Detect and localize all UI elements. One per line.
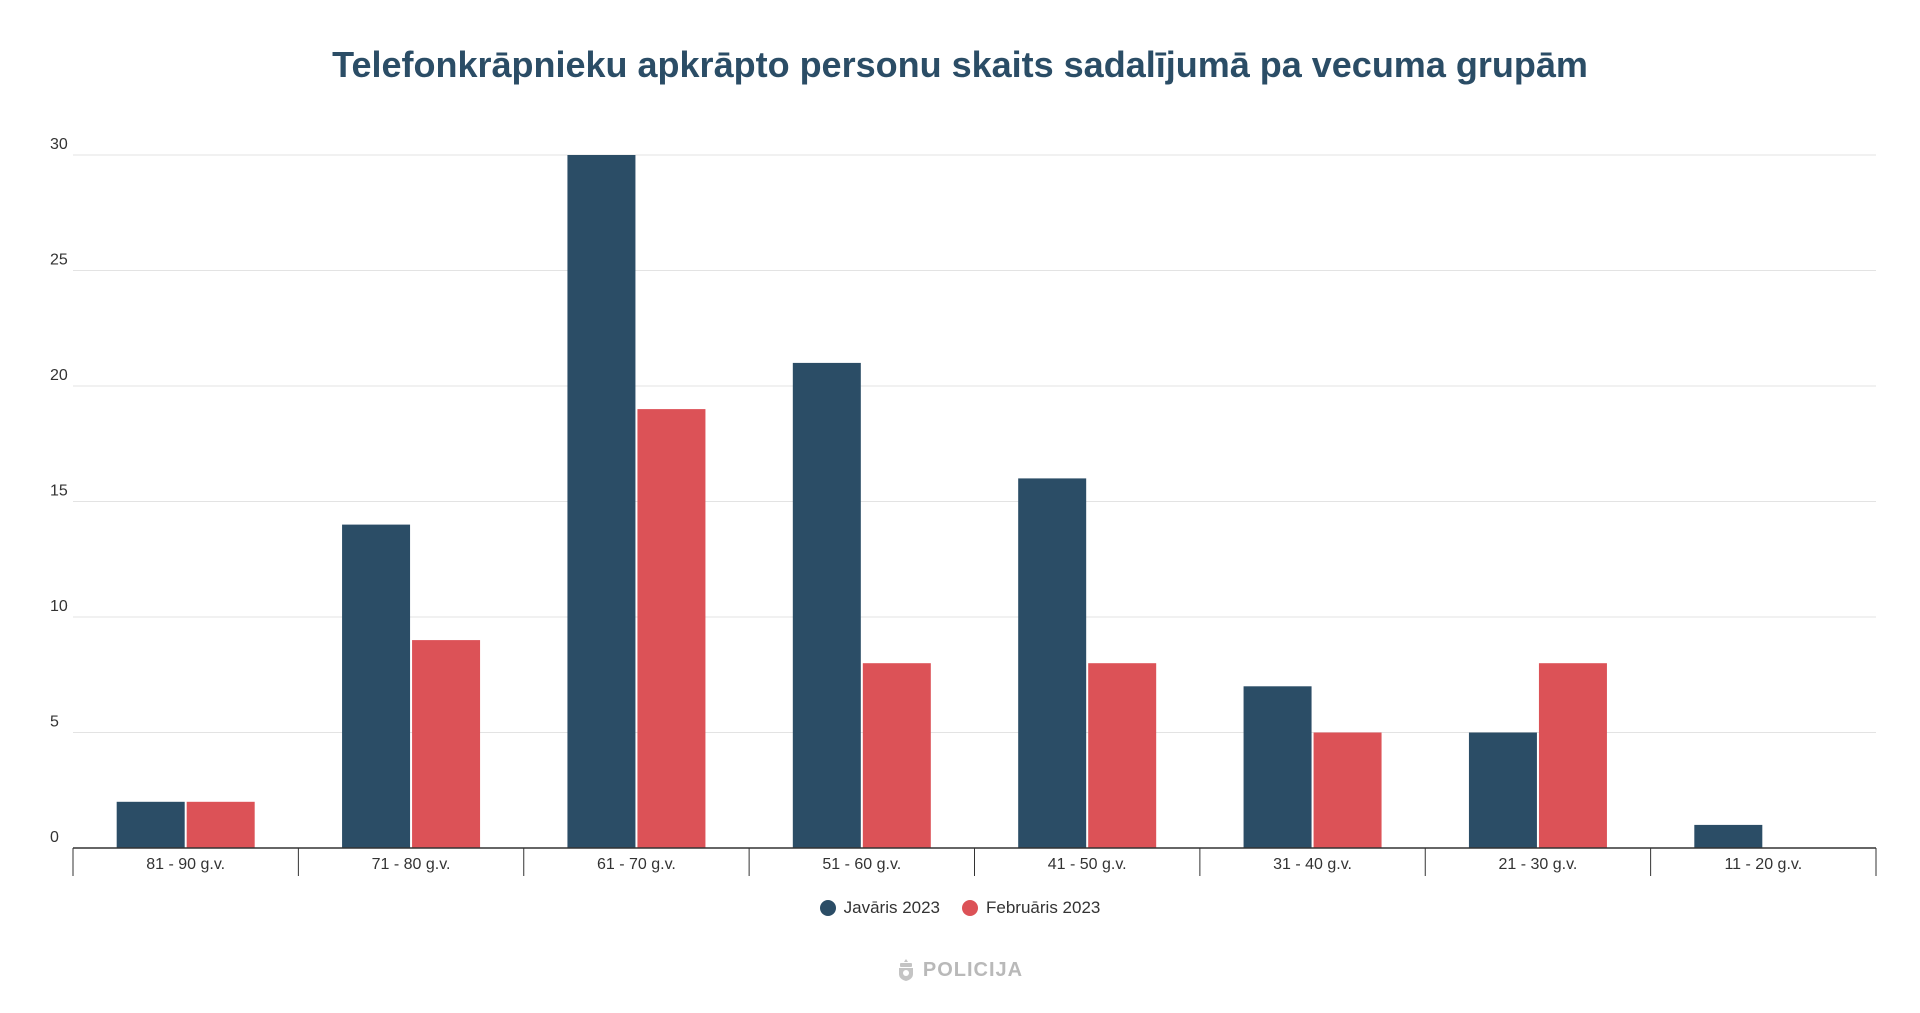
y-tick-label: 10 bbox=[50, 598, 68, 615]
bar-january bbox=[1243, 686, 1312, 848]
legend-dot-january bbox=[819, 900, 836, 916]
bar-january bbox=[1694, 824, 1763, 848]
y-tick-label: 0 bbox=[50, 829, 59, 846]
bar-february bbox=[637, 409, 706, 848]
bar-january bbox=[116, 801, 185, 848]
legend-item-january[interactable]: Javāris 2023 bbox=[819, 898, 941, 918]
brand-logo: POLICIJA bbox=[0, 958, 1920, 982]
x-tick-label: 21 - 30 g.v. bbox=[1499, 856, 1578, 873]
legend-label-january: Javāris 2023 bbox=[843, 898, 941, 917]
x-tick-label: 81 - 90 g.v. bbox=[146, 856, 225, 873]
bar-february bbox=[1313, 732, 1382, 848]
chart-title: Telefonkrāpnieku apkrāpto personu skaits… bbox=[332, 44, 1588, 85]
y-tick-label: 5 bbox=[50, 714, 59, 731]
y-tick-label: 25 bbox=[50, 252, 68, 269]
bar-february bbox=[862, 663, 931, 848]
brand-name: POLICIJA bbox=[922, 958, 1024, 981]
y-tick-label: 15 bbox=[50, 483, 68, 500]
bar-january bbox=[342, 524, 411, 848]
x-tick-label: 61 - 70 g.v. bbox=[597, 856, 676, 873]
bars bbox=[116, 155, 1763, 848]
bar-february bbox=[1088, 663, 1157, 848]
bar-february bbox=[186, 801, 255, 848]
bar-february bbox=[412, 640, 481, 848]
x-tick-label: 11 - 20 g.v. bbox=[1724, 856, 1802, 873]
x-tick-label: 41 - 50 g.v. bbox=[1048, 856, 1127, 873]
x-tick-label: 31 - 40 g.v. bbox=[1273, 856, 1352, 873]
bar-january bbox=[567, 155, 636, 848]
bar-january bbox=[1468, 732, 1537, 848]
bar-february bbox=[1538, 663, 1607, 848]
x-axis: 81 - 90 g.v. 71 - 80 g.v. 61 - 70 g.v. 51 -… bbox=[72, 847, 1877, 876]
y-axis: 0 5 10 15 20 25 30 bbox=[50, 136, 68, 846]
y-tick-label: 20 bbox=[50, 367, 68, 384]
legend-dot-february bbox=[962, 900, 979, 916]
bar-january bbox=[792, 362, 861, 848]
x-tick-label: 51 - 60 g.v. bbox=[822, 856, 901, 873]
legend-label-february: Februāris 2023 bbox=[986, 898, 1101, 917]
legend-item-february[interactable]: Februāris 2023 bbox=[962, 898, 1100, 918]
legend: Javāris 2023 Februāris 2023 bbox=[0, 898, 1920, 918]
y-tick-label: 30 bbox=[50, 136, 68, 153]
x-tick-label: 71 - 80 g.v. bbox=[372, 856, 451, 873]
bar-january bbox=[1018, 478, 1087, 848]
police-emblem-icon bbox=[898, 959, 913, 981]
